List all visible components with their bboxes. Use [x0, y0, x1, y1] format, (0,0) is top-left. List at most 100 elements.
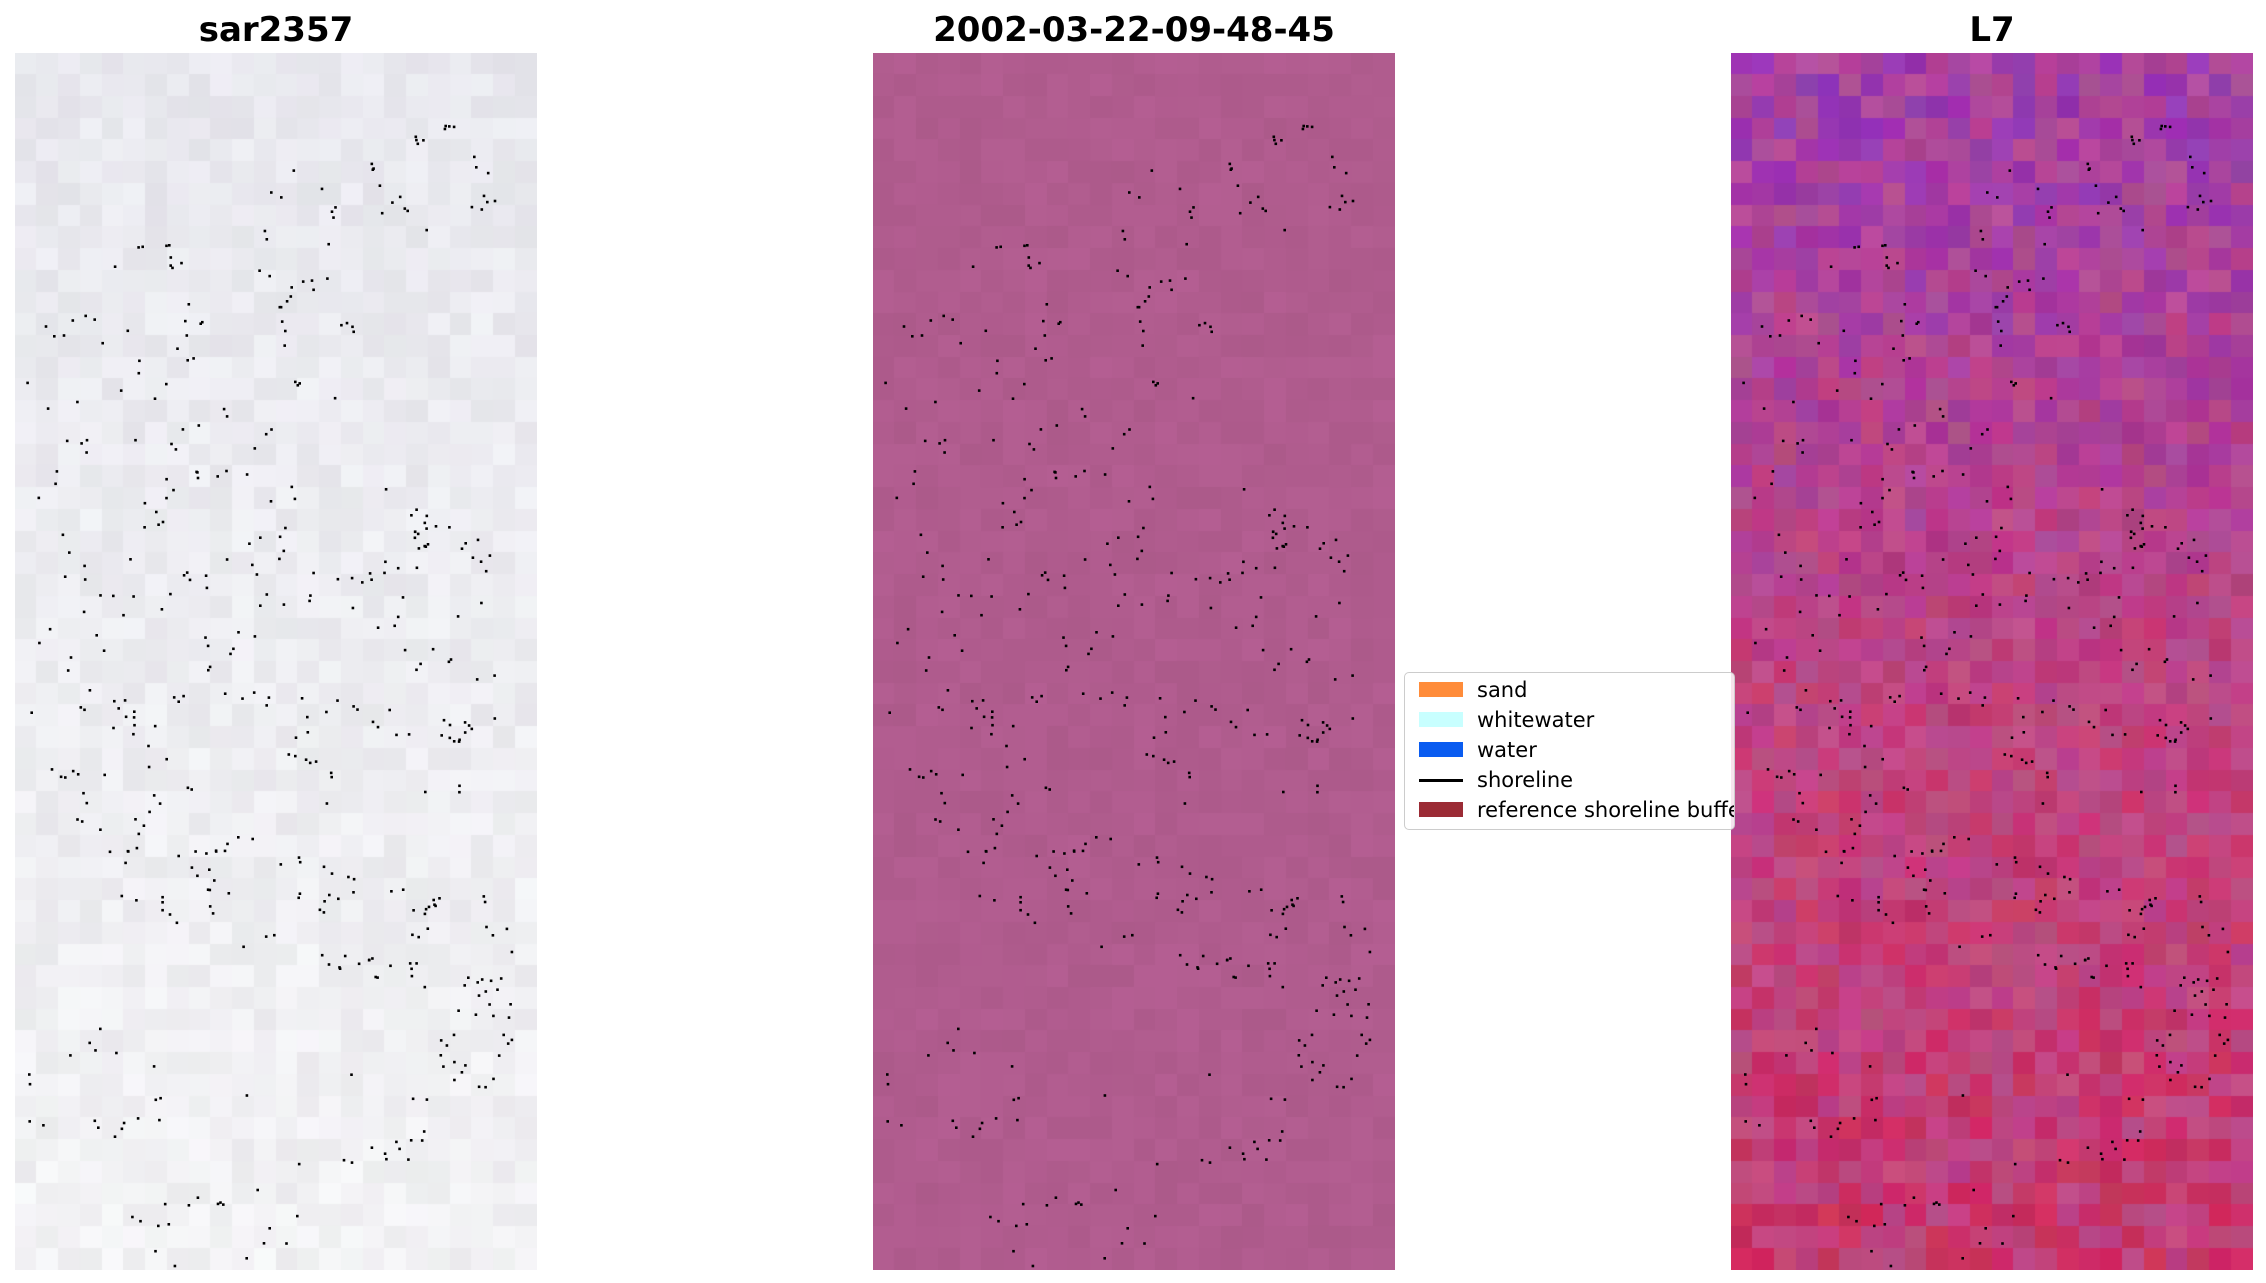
shoreline-point: [2141, 527, 2144, 530]
shoreline-point: [1938, 407, 1942, 411]
shoreline-point: [131, 1215, 134, 1219]
shoreline-point: [1314, 615, 1318, 618]
shoreline-point: [1018, 608, 1022, 611]
shoreline-point: [1801, 801, 1805, 805]
shoreline-point: [2034, 908, 2038, 912]
shoreline-point: [2092, 725, 2096, 729]
shoreline-point: [1354, 988, 1357, 991]
shoreline-point: [1141, 344, 1144, 347]
shoreline-point: [1232, 975, 1235, 979]
shoreline-point: [310, 279, 314, 282]
shoreline-point: [1280, 139, 1283, 142]
shoreline-point: [133, 710, 136, 713]
shoreline-point: [1152, 754, 1155, 758]
shoreline-point: [424, 790, 427, 794]
shoreline-point: [1137, 863, 1141, 866]
l7-shoreline-points: [1742, 124, 2230, 1268]
shoreline-point: [2207, 934, 2211, 937]
shoreline-point: [1333, 678, 1337, 681]
shoreline-point: [169, 592, 172, 596]
shoreline-point: [208, 905, 212, 908]
shoreline-point: [1095, 836, 1098, 839]
shoreline-point: [1311, 1060, 1314, 1064]
shoreline-point: [196, 1196, 200, 1199]
shoreline-point: [129, 558, 132, 561]
shoreline-point: [161, 908, 164, 912]
shoreline-point: [2084, 572, 2088, 575]
shoreline-point: [2155, 1054, 2159, 1057]
shoreline-point: [173, 1264, 177, 1268]
shoreline-point: [415, 962, 418, 965]
shoreline-point: [1984, 274, 1987, 278]
shoreline-point: [53, 335, 56, 338]
shoreline-point: [66, 669, 70, 672]
shoreline-point: [2026, 279, 2030, 282]
shoreline-point: [403, 207, 407, 210]
shoreline-point: [951, 1119, 955, 1123]
shoreline-point: [192, 357, 195, 360]
shoreline-point: [1890, 448, 1894, 451]
shoreline-point: [1273, 668, 1276, 672]
shoreline-point: [2186, 205, 2190, 209]
shoreline-point: [1325, 724, 1329, 727]
shoreline-point: [1208, 1161, 1212, 1164]
shoreline-point: [332, 216, 335, 219]
shoreline-point: [1229, 168, 1233, 171]
shoreline-point: [483, 900, 487, 904]
shoreline-point: [1273, 962, 1276, 965]
shoreline-point: [966, 850, 970, 854]
shoreline-point: [1155, 896, 1158, 900]
shoreline-point: [452, 125, 456, 129]
shoreline-point: [1151, 497, 1155, 501]
shoreline-point: [296, 384, 300, 387]
shoreline-point: [492, 1014, 495, 1018]
shoreline-point: [1829, 1135, 1833, 1138]
shoreline-point: [1870, 1249, 1873, 1253]
shoreline-point: [1028, 442, 1031, 446]
shoreline-point: [1259, 596, 1263, 599]
shoreline-point: [1892, 347, 1895, 350]
shoreline-point: [2193, 994, 2197, 997]
shoreline-point: [1922, 644, 1926, 648]
shoreline-point: [298, 382, 301, 385]
shoreline-point: [2042, 277, 2045, 280]
shoreline-point: [1787, 769, 1791, 773]
shoreline-point: [2169, 1078, 2172, 1082]
shoreline-point: [330, 872, 334, 875]
shoreline-point: [1849, 723, 1852, 727]
shoreline-point: [172, 488, 175, 492]
shoreline-point: [2187, 556, 2191, 559]
shoreline-point: [929, 319, 933, 322]
shoreline-point: [1809, 1119, 1813, 1123]
shoreline-point: [50, 768, 54, 771]
shoreline-point: [1023, 477, 1026, 481]
shoreline-point: [1779, 575, 1783, 578]
shoreline-point: [1917, 320, 1920, 324]
shoreline-point: [1026, 913, 1030, 916]
shoreline-point: [1938, 1203, 1941, 1206]
shoreline-point: [1123, 593, 1127, 596]
shoreline-point: [290, 286, 293, 289]
shoreline-point: [2106, 890, 2109, 893]
shoreline-point: [1117, 604, 1120, 607]
shoreline-point: [1800, 314, 1803, 318]
shoreline-point: [199, 322, 202, 325]
shoreline-point: [182, 694, 185, 698]
shoreline-point: [2086, 162, 2090, 166]
shoreline-point: [2160, 124, 2163, 128]
shoreline-point: [312, 571, 315, 575]
shoreline-point: [1271, 530, 1275, 534]
legend-label-shoreline: shoreline: [1477, 768, 1574, 792]
shoreline-point: [285, 300, 289, 303]
shoreline-point: [2038, 911, 2042, 914]
shoreline-point: [262, 1242, 266, 1245]
shoreline-point: [2046, 210, 2050, 213]
shoreline-point: [1930, 850, 1934, 853]
shoreline-point: [1849, 710, 1852, 713]
shoreline-point: [2059, 954, 2063, 958]
shoreline-point: [350, 1161, 354, 1164]
shoreline-point: [476, 538, 480, 542]
shoreline-point: [390, 890, 393, 893]
shoreline-point: [2139, 544, 2142, 548]
shoreline-point: [1282, 907, 1286, 911]
